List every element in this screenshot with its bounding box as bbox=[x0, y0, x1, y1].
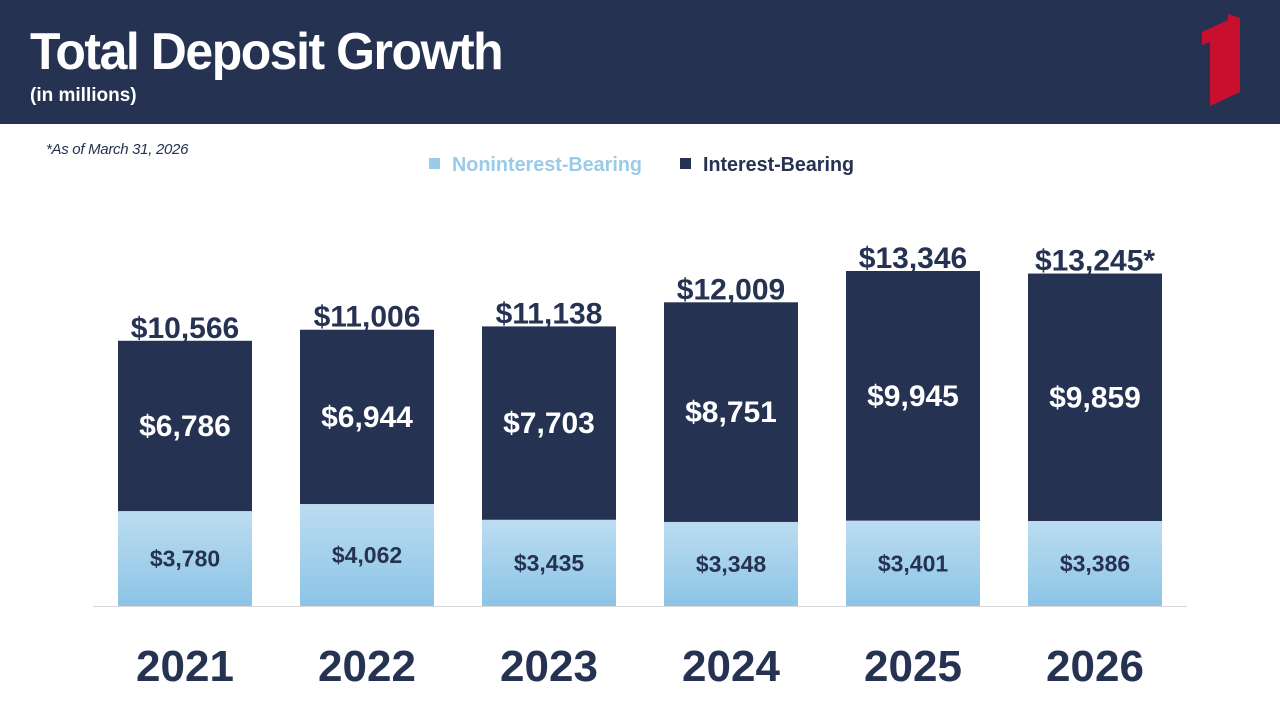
x-tick-label-2022: 2022 bbox=[318, 642, 416, 691]
x-tick-label-2024: 2024 bbox=[682, 642, 780, 691]
bar-noninterest-bearing-2021 bbox=[118, 511, 252, 606]
x-tick-label-2025: 2025 bbox=[864, 642, 962, 691]
logo-icon bbox=[1202, 14, 1240, 106]
page-subtitle: (in millions) bbox=[30, 85, 137, 106]
total-label-2024: $12,009 bbox=[677, 273, 785, 306]
data-label-noninterest-bearing-2026: $3,386 bbox=[1060, 551, 1130, 577]
legend-swatch-noninterest-bearing bbox=[429, 158, 440, 169]
bar-noninterest-bearing-2022 bbox=[300, 504, 434, 606]
bar-interest-bearing-2022 bbox=[300, 329, 434, 505]
x-tick-label-2023: 2023 bbox=[500, 642, 598, 691]
bar-interest-bearing-2024 bbox=[664, 302, 798, 522]
bar-noninterest-bearing-2024 bbox=[664, 521, 798, 606]
bar-group: $3,780 $6,786 $10,566 2021 $4,062 $6,944 $11,0… bbox=[118, 242, 1162, 691]
data-label-interest-bearing-2026: $9,859 bbox=[1049, 381, 1141, 414]
data-label-interest-bearing-2024: $8,751 bbox=[685, 396, 777, 429]
data-label-noninterest-bearing-2021: $3,780 bbox=[150, 546, 220, 572]
data-label-interest-bearing-2025: $9,945 bbox=[867, 380, 959, 413]
data-label-interest-bearing-2021: $6,786 bbox=[139, 410, 231, 443]
data-label-noninterest-bearing-2024: $3,348 bbox=[696, 551, 767, 577]
data-label-interest-bearing-2022: $6,944 bbox=[321, 401, 413, 434]
total-label-2025: $13,346 bbox=[859, 242, 967, 275]
bar-interest-bearing-2023 bbox=[482, 326, 616, 520]
bar-interest-bearing-2021 bbox=[118, 340, 252, 512]
data-label-interest-bearing-2023: $7,703 bbox=[503, 407, 595, 440]
data-label-noninterest-bearing-2022: $4,062 bbox=[332, 542, 402, 568]
bar-noninterest-bearing-2025 bbox=[846, 520, 980, 606]
legend-label-interest-bearing: Interest-Bearing bbox=[703, 154, 854, 176]
data-label-noninterest-bearing-2023: $3,435 bbox=[514, 550, 585, 576]
total-label-2023: $11,138 bbox=[496, 297, 603, 330]
data-label-noninterest-bearing-2025: $3,401 bbox=[878, 550, 949, 576]
total-label-2026: $13,245* bbox=[1035, 245, 1155, 278]
total-label-2021: $10,566 bbox=[131, 312, 239, 345]
total-label-2022: $11,006 bbox=[314, 301, 421, 334]
chart-legend: Noninterest-Bearing Interest-Bearing bbox=[429, 154, 854, 176]
legend-swatch-interest-bearing bbox=[680, 158, 691, 169]
bar-noninterest-bearing-2023 bbox=[482, 519, 616, 606]
bar-interest-bearing-2026 bbox=[1028, 273, 1162, 522]
legend-label-noninterest-bearing: Noninterest-Bearing bbox=[452, 154, 642, 176]
bar-noninterest-bearing-2026 bbox=[1028, 521, 1162, 606]
header-banner: Total Deposit Growth (in millions) bbox=[0, 0, 1280, 124]
x-tick-label-2026: 2026 bbox=[1046, 642, 1144, 691]
page-title: Total Deposit Growth bbox=[30, 23, 504, 81]
x-tick-label-2021: 2021 bbox=[136, 642, 234, 691]
as-of-footnote: *As of March 31, 2026 bbox=[46, 141, 189, 158]
bar-interest-bearing-2025 bbox=[846, 271, 980, 521]
